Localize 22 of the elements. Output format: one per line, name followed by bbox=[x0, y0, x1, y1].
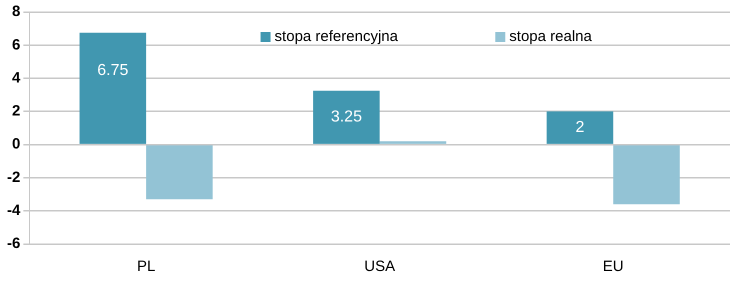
legend-label: stopa referencyjna bbox=[274, 28, 399, 46]
bar bbox=[613, 145, 680, 204]
y-tick-label: 0 bbox=[12, 136, 20, 153]
y-tick-label: 4 bbox=[12, 69, 21, 86]
y-tick-label: 6 bbox=[12, 36, 20, 54]
bar bbox=[546, 111, 614, 144]
bar bbox=[313, 90, 380, 144]
y-tick-label: 8 bbox=[12, 3, 20, 20]
bar bbox=[380, 141, 446, 144]
data-label: 3.25 bbox=[330, 108, 362, 126]
y-tick-label: -2 bbox=[6, 168, 20, 186]
data-label: 2 bbox=[575, 119, 584, 136]
x-tick-label: EU bbox=[602, 258, 624, 276]
x-tick-label: PL bbox=[136, 258, 156, 276]
y-tick-label: -6 bbox=[6, 235, 20, 252]
bar bbox=[146, 145, 213, 200]
x-tick-label: USA bbox=[364, 258, 396, 276]
data-label: 6.75 bbox=[97, 62, 129, 80]
y-tick-label: -4 bbox=[6, 202, 21, 219]
y-tick-label: 2 bbox=[12, 102, 20, 120]
legend-label: stopa realna bbox=[509, 28, 592, 46]
bar bbox=[80, 32, 146, 144]
